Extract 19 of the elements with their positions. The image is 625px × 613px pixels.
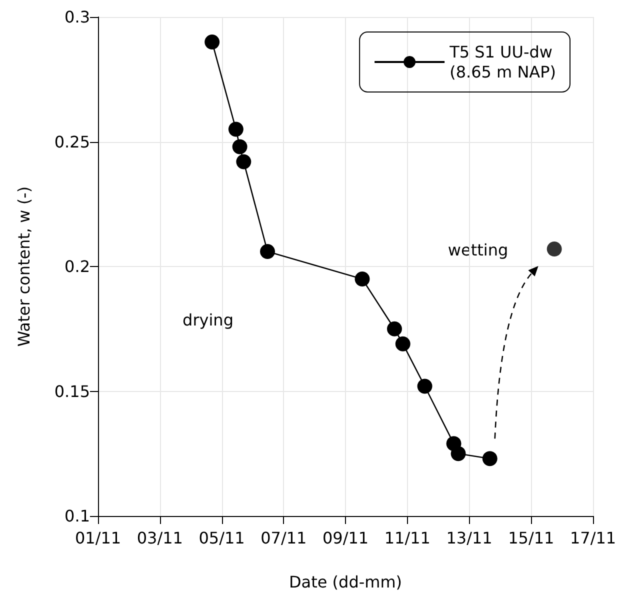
y-tick-label: 0.25: [54, 132, 90, 152]
annotation: drying: [182, 310, 234, 330]
y-tick-label: 0.1: [64, 506, 90, 526]
legend-label: T5 S1 UU-dw (8.65 m NAP): [448, 42, 556, 82]
y-axis-title: Water content, w (-): [14, 186, 34, 347]
x-axis-title: Date (dd-mm): [288, 572, 402, 592]
x-tick-label: 07/11: [260, 528, 307, 548]
x-tick-label: 09/11: [322, 528, 369, 548]
y-tick-label: 0.3: [64, 8, 90, 26]
x-tick-label: 13/11: [446, 528, 492, 548]
y-tick-label: 0.2: [64, 257, 90, 276]
x-tick-label: 05/11: [198, 528, 245, 548]
x-tick-label: 17/11: [570, 528, 616, 548]
x-tick-label: 03/11: [136, 528, 183, 548]
annotation: wetting: [448, 240, 508, 260]
x-tick-label: 15/11: [508, 528, 554, 548]
y-tick-label: 0.15: [54, 382, 90, 401]
x-tick-label: 11/11: [384, 528, 430, 548]
x-tick-label: 01/11: [74, 528, 122, 548]
